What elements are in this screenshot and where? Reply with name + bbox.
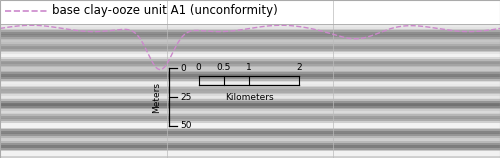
Bar	[0, 140, 500, 141]
Bar	[0, 123, 500, 125]
Bar	[0, 153, 500, 155]
Bar	[0, 47, 500, 49]
Bar	[0, 119, 500, 121]
Bar	[0, 84, 500, 86]
Bar	[0, 25, 500, 27]
Bar	[0, 62, 500, 64]
Bar	[0, 46, 500, 47]
Bar	[0, 44, 500, 46]
Bar	[0, 59, 500, 61]
Bar	[0, 91, 500, 93]
Bar	[0, 30, 500, 32]
Bar	[0, 51, 500, 52]
Bar	[0, 77, 500, 79]
Bar	[0, 111, 500, 113]
Text: 0.5: 0.5	[216, 63, 231, 72]
Bar	[0, 134, 500, 136]
Bar	[0, 52, 500, 54]
Bar	[0, 34, 500, 35]
Text: Kilometers: Kilometers	[224, 93, 274, 102]
Bar	[0, 104, 500, 106]
Bar	[0, 81, 500, 82]
Bar	[0, 35, 500, 37]
Text: Meters: Meters	[152, 82, 162, 112]
Bar	[0, 99, 500, 101]
Bar	[0, 146, 500, 148]
Bar	[0, 114, 500, 116]
Text: 25: 25	[180, 93, 192, 101]
Bar	[0, 126, 500, 128]
Bar	[0, 133, 500, 134]
Bar	[0, 69, 500, 71]
Bar	[0, 103, 500, 104]
Bar	[0, 76, 500, 77]
Bar	[0, 118, 500, 119]
Bar	[0, 27, 500, 29]
Bar	[0, 145, 500, 146]
Bar	[0, 138, 500, 140]
Bar	[0, 56, 500, 57]
Bar	[0, 129, 500, 131]
Bar	[0, 97, 500, 99]
Bar	[0, 37, 500, 39]
Bar	[0, 101, 500, 103]
Bar	[0, 116, 500, 118]
Bar	[0, 57, 500, 59]
Bar	[0, 49, 500, 51]
Bar	[0, 42, 500, 44]
Bar	[0, 29, 500, 30]
Bar	[0, 155, 500, 156]
Bar	[0, 0, 500, 24]
Bar	[0, 82, 500, 84]
Bar	[0, 121, 500, 123]
Bar	[0, 93, 500, 94]
Bar	[0, 108, 500, 109]
Text: 2: 2	[296, 63, 302, 72]
Bar	[0, 106, 500, 108]
Bar	[0, 131, 500, 133]
Bar	[0, 32, 500, 34]
Bar	[0, 128, 500, 129]
Bar	[0, 88, 500, 89]
Bar	[0, 66, 500, 67]
Bar	[0, 125, 500, 126]
Bar	[0, 156, 500, 158]
Bar	[0, 79, 500, 81]
Text: 0: 0	[180, 64, 186, 73]
Bar	[0, 54, 500, 56]
Bar	[0, 148, 500, 150]
Bar	[0, 151, 500, 153]
Bar	[0, 136, 500, 138]
Bar	[0, 64, 500, 66]
Bar	[0, 141, 500, 143]
Text: 50: 50	[180, 121, 192, 130]
Bar	[0, 86, 500, 88]
Bar	[0, 96, 500, 97]
Bar	[0, 150, 500, 151]
Bar	[0, 94, 500, 96]
Bar	[0, 109, 500, 111]
Bar	[0, 74, 500, 76]
Bar	[0, 61, 500, 62]
Text: 0: 0	[196, 63, 202, 72]
Bar	[0, 113, 500, 114]
Text: 1: 1	[246, 63, 252, 72]
Bar	[0, 89, 500, 91]
Text: base clay-ooze unit A1 (unconformity): base clay-ooze unit A1 (unconformity)	[52, 4, 278, 17]
Bar	[0, 39, 500, 40]
Bar	[0, 71, 500, 72]
Bar	[0, 40, 500, 42]
Bar	[0, 24, 500, 25]
Bar	[0, 143, 500, 145]
Bar	[0, 72, 500, 74]
Bar	[0, 67, 500, 69]
